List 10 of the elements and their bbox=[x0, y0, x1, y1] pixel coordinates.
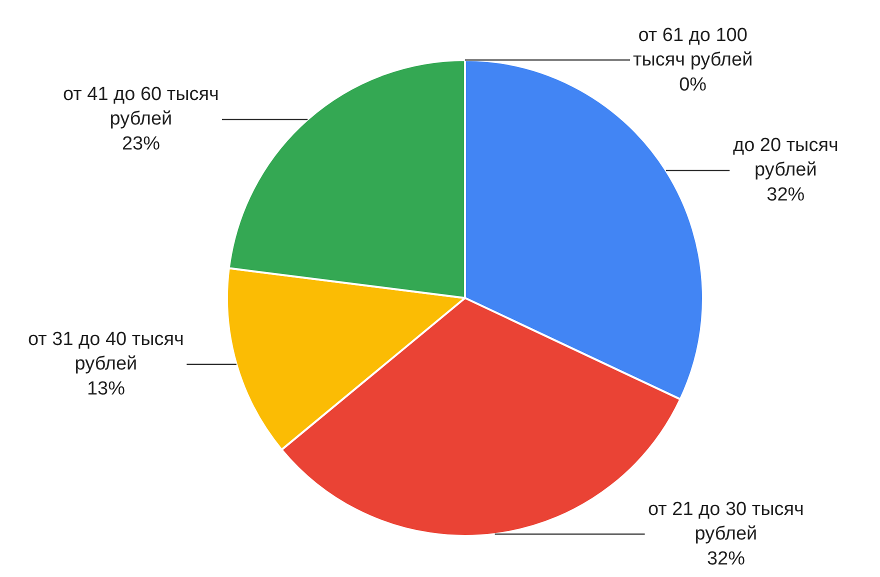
slice-label: до 20 тысяч рублей bbox=[733, 135, 838, 181]
data-label: 13% bbox=[86, 378, 126, 400]
data-label: 32% bbox=[706, 548, 746, 570]
data-label: 32% bbox=[766, 184, 805, 206]
slice-label: от 21 до 30 тысяч рублей bbox=[648, 499, 804, 545]
category-label: от 61 до 100 тысяч рублей bbox=[633, 25, 753, 71]
slice-label: от 41 до 60 тысяч рублей bbox=[63, 84, 219, 130]
data-label: 23% bbox=[122, 133, 160, 154]
slice-label: от 31 до 40 тысяч рублей bbox=[28, 329, 184, 375]
text: 0% bbox=[679, 74, 707, 96]
